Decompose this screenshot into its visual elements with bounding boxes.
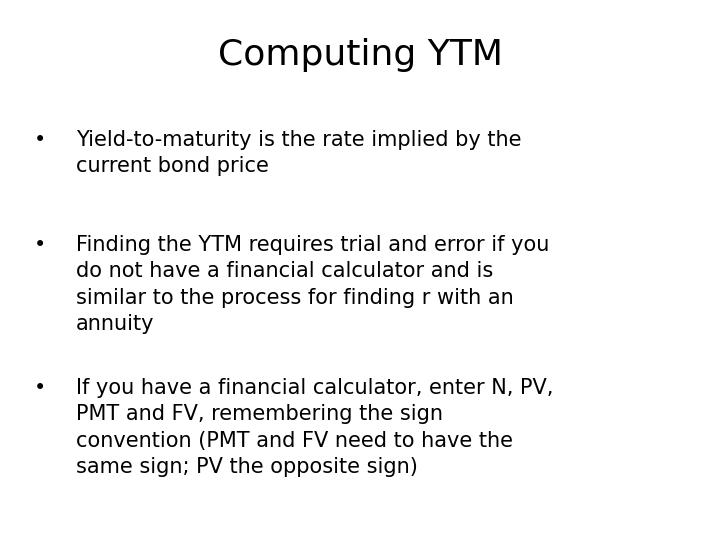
Text: Computing YTM: Computing YTM (217, 38, 503, 72)
Text: •: • (33, 130, 46, 150)
Text: •: • (33, 378, 46, 398)
Text: Finding the YTM requires trial and error if you
do not have a financial calculat: Finding the YTM requires trial and error… (76, 235, 549, 334)
Text: Yield-to-maturity is the rate implied by the
current bond price: Yield-to-maturity is the rate implied by… (76, 130, 521, 176)
Text: If you have a financial calculator, enter N, PV,
PMT and FV, remembering the sig: If you have a financial calculator, ente… (76, 378, 553, 477)
Text: •: • (33, 235, 46, 255)
